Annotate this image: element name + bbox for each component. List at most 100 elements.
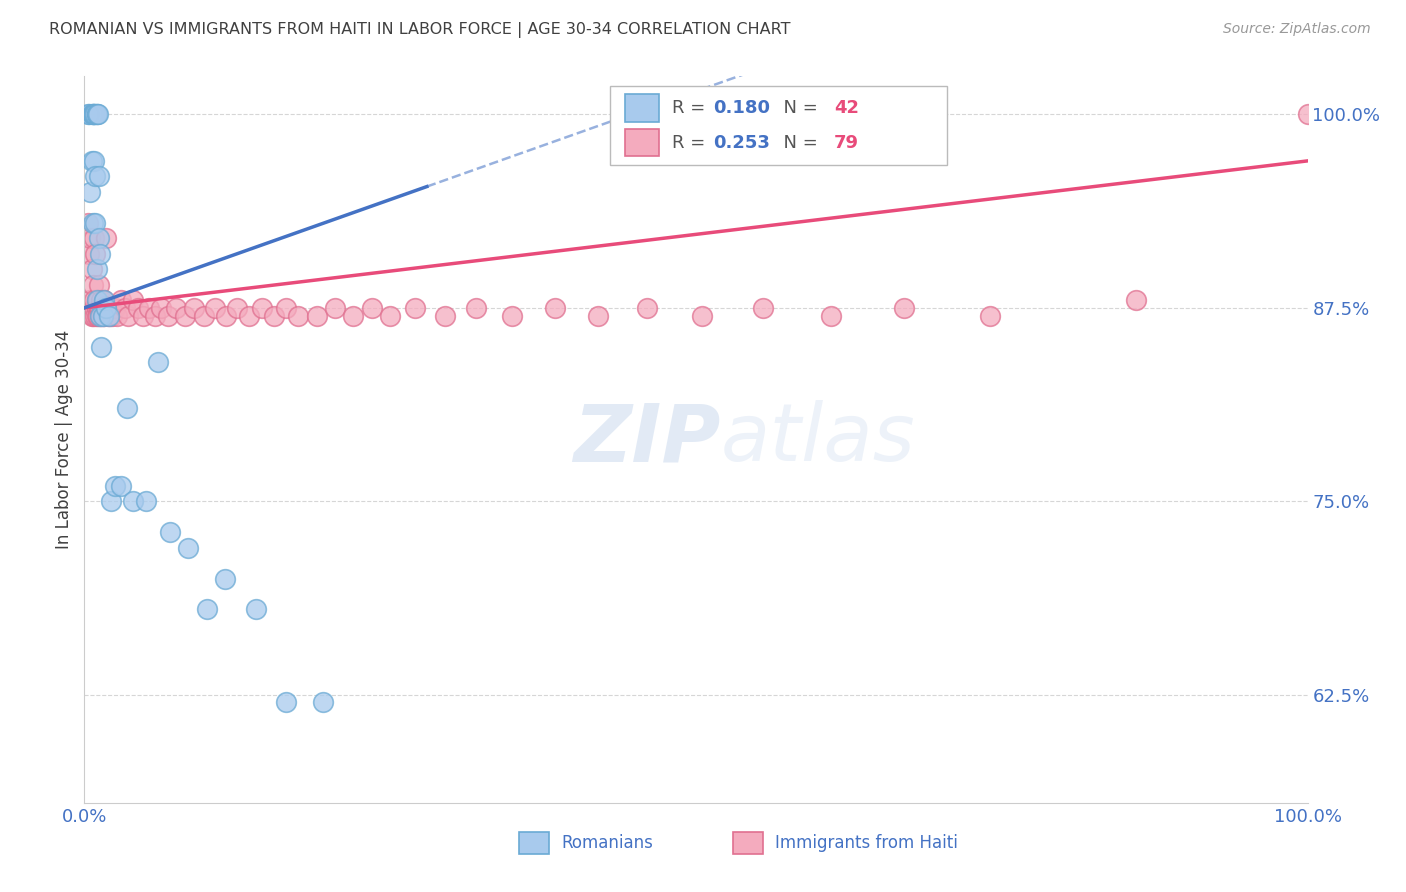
- Point: [77, 246, 100, 260]
- Point: [404, 301, 426, 315]
- Point: [86, 107, 108, 121]
- Point: [127, 301, 149, 315]
- Point: [159, 525, 181, 540]
- Point: [87, 107, 110, 121]
- Point: [893, 301, 915, 315]
- Point: [80, 262, 103, 277]
- Point: [586, 309, 609, 323]
- FancyBboxPatch shape: [626, 95, 659, 122]
- Point: [752, 301, 775, 315]
- Point: [636, 301, 658, 315]
- Point: [77, 107, 100, 121]
- Point: [82, 277, 104, 292]
- Point: [96, 301, 118, 315]
- Point: [82, 309, 104, 323]
- Point: [690, 309, 713, 323]
- Point: [80, 309, 103, 323]
- Y-axis label: In Labor Force | Age 30-34: In Labor Force | Age 30-34: [55, 330, 73, 549]
- Text: 79: 79: [834, 134, 859, 152]
- Point: [820, 309, 842, 323]
- Point: [135, 494, 157, 508]
- Point: [100, 301, 122, 315]
- Point: [156, 309, 179, 323]
- Point: [226, 301, 249, 315]
- Point: [91, 309, 114, 323]
- Point: [287, 309, 309, 323]
- FancyBboxPatch shape: [610, 86, 946, 164]
- Point: [104, 301, 127, 315]
- Point: [82, 216, 104, 230]
- Point: [79, 231, 101, 245]
- Text: atlas: atlas: [720, 401, 915, 478]
- Point: [115, 401, 138, 416]
- Point: [544, 301, 567, 315]
- Text: ZIP: ZIP: [574, 401, 720, 478]
- Point: [193, 309, 215, 323]
- Point: [83, 107, 105, 121]
- Point: [90, 293, 112, 307]
- Point: [84, 309, 107, 323]
- Point: [86, 309, 108, 323]
- Point: [104, 479, 127, 493]
- Point: [89, 246, 111, 260]
- FancyBboxPatch shape: [519, 832, 550, 854]
- Point: [93, 293, 115, 307]
- Point: [263, 309, 285, 323]
- Point: [80, 153, 103, 168]
- Point: [77, 107, 100, 121]
- Point: [360, 301, 382, 315]
- Point: [86, 107, 108, 121]
- Point: [110, 479, 132, 493]
- Point: [84, 169, 107, 184]
- Point: [84, 216, 107, 230]
- Point: [87, 231, 110, 245]
- Text: Immigrants from Haiti: Immigrants from Haiti: [776, 834, 959, 852]
- Point: [87, 309, 110, 323]
- Point: [122, 293, 145, 307]
- Point: [83, 107, 105, 121]
- Text: R =: R =: [672, 134, 710, 152]
- Point: [132, 309, 155, 323]
- Point: [177, 541, 200, 555]
- Point: [91, 301, 114, 315]
- Point: [93, 309, 115, 323]
- Point: [87, 293, 110, 307]
- Point: [173, 309, 195, 323]
- Point: [90, 339, 112, 353]
- Point: [82, 107, 104, 121]
- Point: [117, 309, 139, 323]
- Point: [183, 301, 205, 315]
- Point: [323, 301, 346, 315]
- Point: [1125, 293, 1147, 307]
- Point: [138, 301, 160, 315]
- Point: [464, 301, 486, 315]
- Point: [143, 309, 166, 323]
- Point: [204, 301, 226, 315]
- Point: [98, 309, 121, 323]
- Point: [96, 231, 118, 245]
- Point: [195, 602, 218, 616]
- Point: [97, 301, 120, 315]
- Point: [276, 301, 298, 315]
- Point: [150, 301, 173, 315]
- Point: [100, 494, 122, 508]
- Point: [215, 309, 238, 323]
- Text: R =: R =: [672, 99, 710, 117]
- Point: [101, 309, 124, 323]
- Point: [84, 246, 107, 260]
- Point: [250, 301, 273, 315]
- Point: [89, 301, 111, 315]
- FancyBboxPatch shape: [733, 832, 763, 854]
- Point: [238, 309, 260, 323]
- Point: [214, 572, 236, 586]
- Point: [97, 309, 120, 323]
- Point: [86, 301, 108, 315]
- Point: [305, 309, 328, 323]
- Point: [87, 169, 110, 184]
- Point: [77, 216, 100, 230]
- Point: [90, 309, 112, 323]
- Point: [89, 309, 111, 323]
- Point: [86, 293, 108, 307]
- Point: [91, 309, 114, 323]
- Point: [97, 309, 120, 323]
